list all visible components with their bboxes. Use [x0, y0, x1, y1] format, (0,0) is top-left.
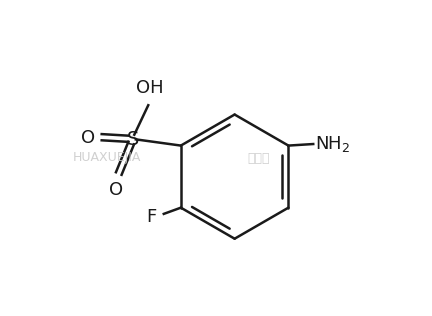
Text: O: O: [108, 181, 123, 199]
Text: HUAXUEJIA: HUAXUEJIA: [73, 151, 142, 165]
Text: O: O: [81, 129, 95, 147]
Text: NH$_2$: NH$_2$: [315, 134, 350, 154]
Text: OH: OH: [136, 79, 164, 97]
Text: 化学加: 化学加: [247, 151, 270, 165]
Text: S: S: [127, 130, 139, 149]
Text: F: F: [146, 208, 156, 226]
